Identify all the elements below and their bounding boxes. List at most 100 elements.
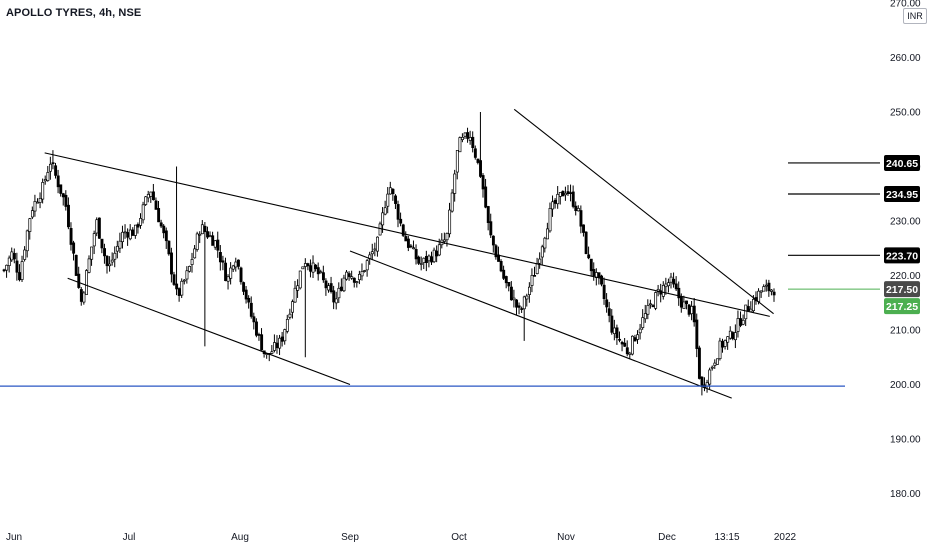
candle-up (468, 137, 472, 141)
x-tick-label: Jun (6, 532, 22, 543)
candle-up (458, 137, 462, 153)
candle-down (103, 248, 106, 257)
candle-down (507, 281, 511, 287)
candle-up (144, 196, 148, 205)
candle-down (51, 162, 55, 165)
candle-down (399, 218, 403, 224)
currency-badge[interactable]: INR (903, 8, 927, 24)
candle-down (615, 327, 619, 339)
candle-up (540, 246, 544, 258)
candle-up (208, 235, 212, 238)
candle-up (383, 207, 387, 215)
candle-up (288, 313, 292, 318)
candle-up (546, 228, 549, 240)
candle-up (455, 150, 459, 173)
candle-up (741, 319, 745, 325)
candle-up (713, 362, 717, 366)
candle-up (180, 280, 184, 296)
candle-up (376, 236, 379, 252)
candle-down (177, 288, 181, 296)
candle-up (370, 251, 374, 255)
level-label-bg (884, 186, 920, 203)
candle-down (224, 262, 228, 282)
candle-down (424, 256, 428, 264)
candle-down (679, 296, 683, 308)
candle-down (533, 275, 537, 277)
candle-up (319, 271, 323, 274)
candle-down (589, 258, 593, 272)
candle-down (579, 210, 583, 227)
candle-up (118, 240, 122, 249)
candle-up (190, 259, 194, 265)
candle-down (394, 195, 397, 204)
candle-up (298, 270, 302, 289)
candle-up (185, 270, 189, 280)
candle-up (461, 136, 464, 140)
candle-up (146, 194, 150, 199)
candle-down (504, 276, 508, 284)
candle-up (419, 263, 423, 265)
candle-up (556, 193, 560, 205)
candle-down (597, 272, 601, 278)
trendline-falling-line (513, 108, 774, 315)
candle-up (301, 266, 305, 270)
candle-up (669, 276, 673, 283)
candle-up (85, 270, 88, 295)
x-tick-label: Nov (557, 532, 575, 543)
level-label-bg (884, 247, 920, 264)
candle-down (695, 319, 699, 349)
candle-up (512, 297, 516, 301)
candle-up (345, 271, 349, 280)
candle-up (28, 218, 32, 232)
candle-down (131, 229, 135, 236)
candle-up (643, 313, 647, 320)
candle-up (139, 218, 143, 226)
candle-down (100, 238, 104, 249)
candle-down (607, 308, 611, 316)
y-tick-label: 200.00 (890, 380, 921, 391)
candle-up (87, 258, 91, 273)
x-tick-label: 13:15 (714, 532, 739, 543)
candle-down (772, 291, 776, 296)
candle-down (600, 275, 604, 285)
candle-down (157, 208, 161, 223)
candle-down (255, 321, 258, 336)
candle-up (386, 193, 390, 207)
candle-up (234, 261, 238, 268)
candle-up (213, 240, 217, 248)
candle-down (618, 338, 622, 341)
candle-down (159, 222, 163, 227)
candle-up (661, 285, 665, 297)
candle-down (587, 254, 591, 259)
candle-down (239, 267, 243, 283)
candle-up (46, 172, 50, 181)
candle-down (672, 278, 676, 285)
candle-up (113, 252, 117, 260)
candle-up (231, 265, 235, 270)
candle-down (206, 231, 209, 238)
candle-up (7, 257, 11, 267)
candle-down (172, 274, 176, 285)
level-label: 240.65 (886, 158, 918, 170)
candle-down (247, 297, 251, 303)
candle-up (522, 296, 526, 310)
candle-up (715, 358, 719, 365)
candle-down (2, 269, 6, 272)
candle-up (373, 248, 377, 251)
candle-up (463, 132, 467, 137)
candle-down (154, 200, 158, 210)
candle-down (252, 316, 256, 323)
candle-up (92, 233, 96, 247)
candle-up (25, 230, 29, 252)
candle-down (18, 272, 22, 281)
candle-down (623, 342, 627, 347)
candle-up (723, 340, 727, 347)
candle-down (352, 277, 356, 283)
candle-up (576, 208, 580, 212)
candle-down (306, 263, 310, 267)
candle-down (471, 136, 475, 149)
candle-down (260, 334, 264, 351)
candle-up (654, 292, 658, 309)
